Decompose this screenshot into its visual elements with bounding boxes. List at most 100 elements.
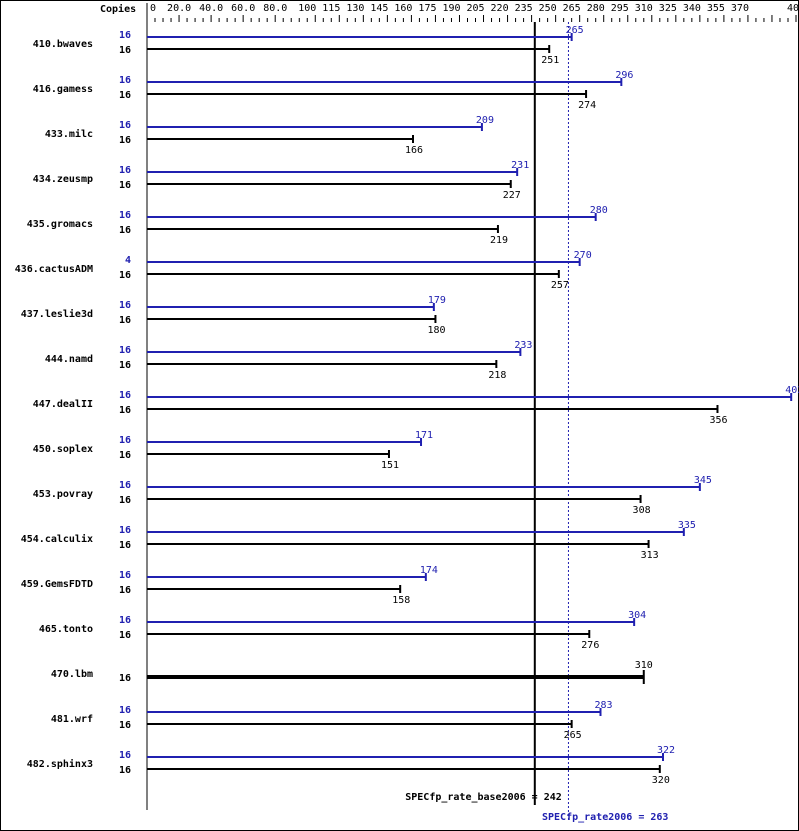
tick-label: 220 xyxy=(491,3,509,14)
peak-copies: 16 xyxy=(119,435,131,446)
benchmark-label: 450.soplex xyxy=(33,444,93,455)
tick-label: 130 xyxy=(346,3,364,14)
tick-label: 280 xyxy=(587,3,605,14)
base-copies: 16 xyxy=(119,540,131,551)
peak-value: 171 xyxy=(415,430,433,441)
tick-label: 370 xyxy=(731,3,749,14)
peak-copies: 16 xyxy=(119,615,131,626)
peak-value: 345 xyxy=(694,475,712,486)
base-value: 151 xyxy=(381,460,399,471)
peak-value: 231 xyxy=(511,160,529,171)
base-copies: 16 xyxy=(119,765,131,776)
base-value: 218 xyxy=(488,370,506,381)
peak-value: 270 xyxy=(574,250,592,261)
benchmark-label: 454.calculix xyxy=(21,533,93,545)
tick-label: 115 xyxy=(322,3,340,14)
peak-copies: 16 xyxy=(119,210,131,221)
base-value: 276 xyxy=(581,640,599,651)
tick-label: 405 xyxy=(787,3,799,14)
peak-value: 335 xyxy=(678,520,696,531)
peak-value: 265 xyxy=(566,25,584,36)
peak-reference-label: SPECfp_rate2006 = 263 xyxy=(542,812,668,823)
base-copies: 16 xyxy=(119,315,131,326)
peak-value: 296 xyxy=(615,70,633,81)
peak-copies: 16 xyxy=(119,165,131,176)
peak-value: 304 xyxy=(628,610,646,621)
base-copies: 16 xyxy=(119,360,131,371)
tick-label: 295 xyxy=(611,3,629,14)
base-copies: 16 xyxy=(119,225,131,236)
tick-label: 310 xyxy=(635,3,653,14)
base-value: 180 xyxy=(427,325,445,336)
peak-value: 283 xyxy=(594,700,612,711)
base-copies: 16 xyxy=(119,270,131,281)
tick-label: 60.0 xyxy=(231,3,255,14)
benchmark-label: 481.wrf xyxy=(51,714,93,725)
base-copies: 16 xyxy=(119,495,131,506)
base-copies: 16 xyxy=(119,585,131,596)
peak-copies: 16 xyxy=(119,75,131,86)
peak-copies: 16 xyxy=(119,30,131,41)
base-copies: 16 xyxy=(119,180,131,191)
peak-copies: 16 xyxy=(119,480,131,491)
base-value: 274 xyxy=(578,100,596,111)
base-value: 257 xyxy=(551,280,569,291)
peak-copies: 16 xyxy=(119,705,131,716)
benchmark-label: 410.bwaves xyxy=(33,39,93,50)
base-value: 310 xyxy=(635,660,653,671)
benchmark-label: 433.milc xyxy=(45,128,93,140)
benchmark-label: 447.dealII xyxy=(33,399,93,410)
peak-copies: 16 xyxy=(119,750,131,761)
peak-copies: 16 xyxy=(119,570,131,581)
base-value: 158 xyxy=(392,595,410,606)
peak-value: 174 xyxy=(420,565,438,576)
peak-copies: 16 xyxy=(119,300,131,311)
tick-label: 235 xyxy=(515,3,533,14)
peak-value: 322 xyxy=(657,745,675,756)
base-copies: 16 xyxy=(119,135,131,146)
benchmark-label: 436.cactusADM xyxy=(15,264,93,275)
tick-label: 100 xyxy=(298,3,316,14)
peak-value: 233 xyxy=(514,340,532,351)
peak-copies: 4 xyxy=(125,255,131,266)
peak-value: 179 xyxy=(428,295,446,306)
benchmark-label: 444.namd xyxy=(45,354,93,365)
benchmark-label: 416.gamess xyxy=(33,84,93,95)
peak-copies: 16 xyxy=(119,390,131,401)
base-value: 219 xyxy=(490,235,508,246)
peak-copies: 16 xyxy=(119,120,131,131)
tick-label: 175 xyxy=(418,3,436,14)
benchmark-label: 453.povray xyxy=(33,489,93,500)
tick-label: 0 xyxy=(150,3,156,14)
axis-label: Copies xyxy=(100,3,136,15)
base-copies: 16 xyxy=(119,45,131,56)
base-value: 265 xyxy=(564,730,582,741)
tick-label: 325 xyxy=(659,3,677,14)
peak-copies: 16 xyxy=(119,525,131,536)
tick-label: 80.0 xyxy=(263,3,287,14)
benchmark-label: 435.gromacs xyxy=(27,219,93,230)
benchmark-label: 465.tonto xyxy=(39,624,93,635)
peak-value: 402 xyxy=(785,385,799,396)
base-value: 356 xyxy=(709,415,727,426)
tick-label: 160 xyxy=(394,3,412,14)
tick-label: 355 xyxy=(707,3,725,14)
base-copies: 16 xyxy=(119,450,131,461)
base-value: 320 xyxy=(652,775,670,786)
peak-copies: 16 xyxy=(119,345,131,356)
base-copies: 16 xyxy=(119,90,131,101)
benchmark-label: 459.GemsFDTD xyxy=(21,579,93,590)
base-copies: 16 xyxy=(119,405,131,416)
benchmark-label: 437.leslie3d xyxy=(21,308,93,320)
base-value: 227 xyxy=(503,190,521,201)
tick-label: 145 xyxy=(370,3,388,14)
tick-label: 205 xyxy=(467,3,485,14)
tick-label: 340 xyxy=(683,3,701,14)
base-copies: 16 xyxy=(119,720,131,731)
tick-label: 250 xyxy=(539,3,557,14)
tick-label: 265 xyxy=(563,3,581,14)
base-value: 313 xyxy=(641,550,659,561)
base-reference-label: SPECfp_rate_base2006 = 242 xyxy=(405,792,562,803)
